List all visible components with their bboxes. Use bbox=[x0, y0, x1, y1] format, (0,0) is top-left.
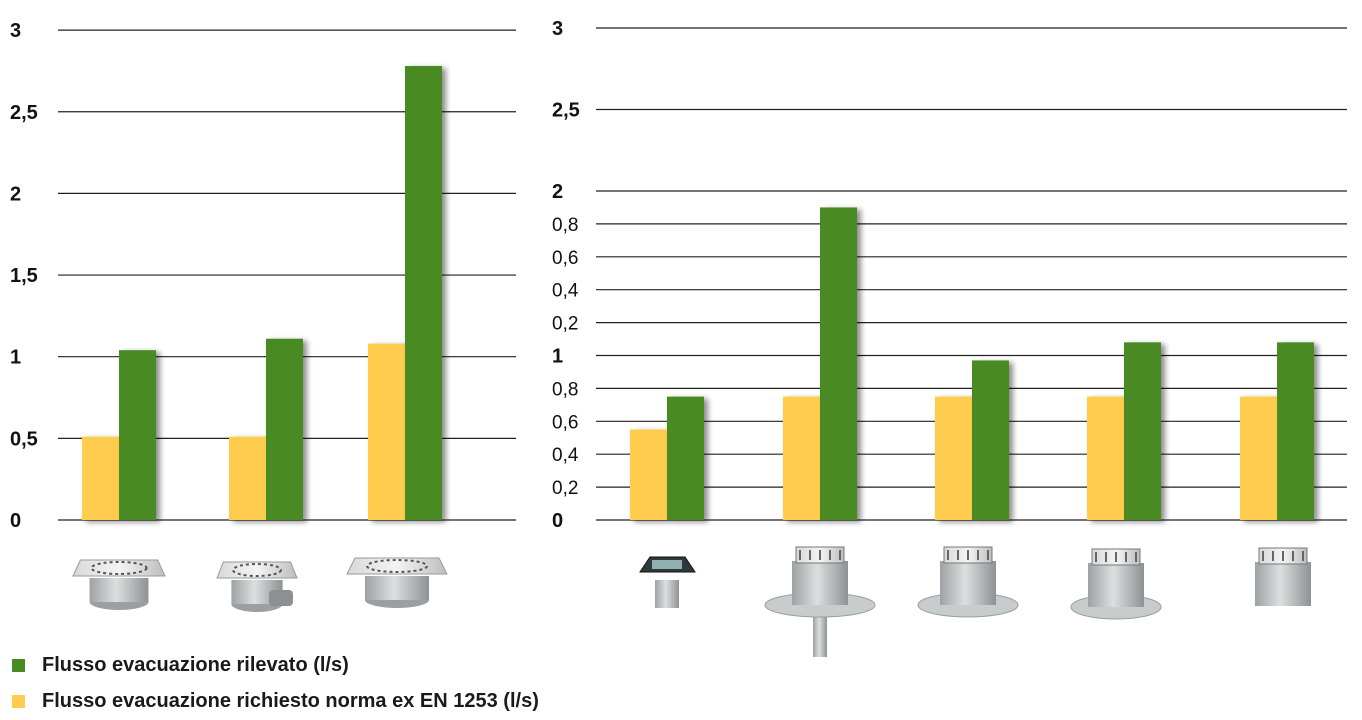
y-tick-label: 0 bbox=[10, 510, 21, 532]
y-tick-label: 0 bbox=[552, 510, 563, 532]
y-tick-label: 0,2 bbox=[552, 478, 578, 499]
y-tick-label: 3 bbox=[10, 20, 21, 42]
floor-drain-image bbox=[346, 557, 448, 608]
bar-measured bbox=[266, 338, 303, 520]
legend-swatch-green bbox=[12, 659, 25, 672]
bar-measured bbox=[405, 66, 442, 520]
y-tick-label: 2,5 bbox=[10, 102, 38, 124]
y-tick-label: 0,4 bbox=[552, 281, 579, 302]
y-tick-label: 0,6 bbox=[552, 412, 578, 433]
floor-drain-image bbox=[917, 546, 1019, 618]
bar-measured bbox=[1124, 342, 1161, 520]
bar-required bbox=[935, 396, 972, 520]
legend-label-required: Flusso evacuazione richiesto norma ex EN… bbox=[42, 690, 539, 712]
y-tick-label: 0,5 bbox=[10, 428, 38, 450]
bar-required bbox=[783, 396, 820, 520]
floor-drain-image bbox=[216, 561, 298, 612]
y-tick-label: 0,4 bbox=[552, 445, 579, 466]
y-tick-label: 0,8 bbox=[552, 379, 578, 400]
y-tick-label: 1,5 bbox=[10, 265, 38, 287]
y-tick-label: 1 bbox=[552, 346, 563, 368]
y-tick-label: 2 bbox=[10, 183, 21, 205]
bar-required bbox=[82, 436, 119, 520]
floor-drain-image bbox=[1255, 547, 1311, 606]
floor-drain-image bbox=[72, 559, 166, 610]
y-tick-label: 0,2 bbox=[552, 314, 578, 335]
bar-required bbox=[229, 436, 266, 520]
bar-required bbox=[368, 343, 405, 520]
y-tick-label: 3 bbox=[552, 18, 563, 40]
legend-swatch-yellow bbox=[12, 695, 25, 708]
bar-required bbox=[1240, 396, 1277, 520]
floor-drain-image bbox=[764, 546, 876, 657]
bar-required bbox=[630, 429, 667, 520]
bar-measured bbox=[1277, 342, 1314, 520]
bar-measured bbox=[820, 207, 857, 520]
bar-measured bbox=[972, 360, 1009, 520]
bar-measured bbox=[667, 396, 704, 520]
y-tick-label: 0,8 bbox=[552, 215, 578, 236]
y-tick-label: 2 bbox=[552, 181, 563, 203]
legend-label-measured: Flusso evacuazione rilevato (l/s) bbox=[42, 654, 349, 676]
y-tick-label: 0,6 bbox=[552, 248, 578, 269]
y-tick-label: 2,5 bbox=[552, 100, 580, 122]
bar-measured bbox=[119, 350, 156, 520]
floor-drain-image bbox=[1070, 548, 1162, 620]
floor-drain-image bbox=[639, 556, 696, 608]
legend-item-required: Flusso evacuazione richiesto norma ex EN… bbox=[12, 690, 539, 713]
y-tick-label: 1 bbox=[10, 347, 21, 369]
bar-required bbox=[1087, 396, 1124, 520]
legend-item-measured: Flusso evacuazione rilevato (l/s) bbox=[12, 654, 349, 677]
